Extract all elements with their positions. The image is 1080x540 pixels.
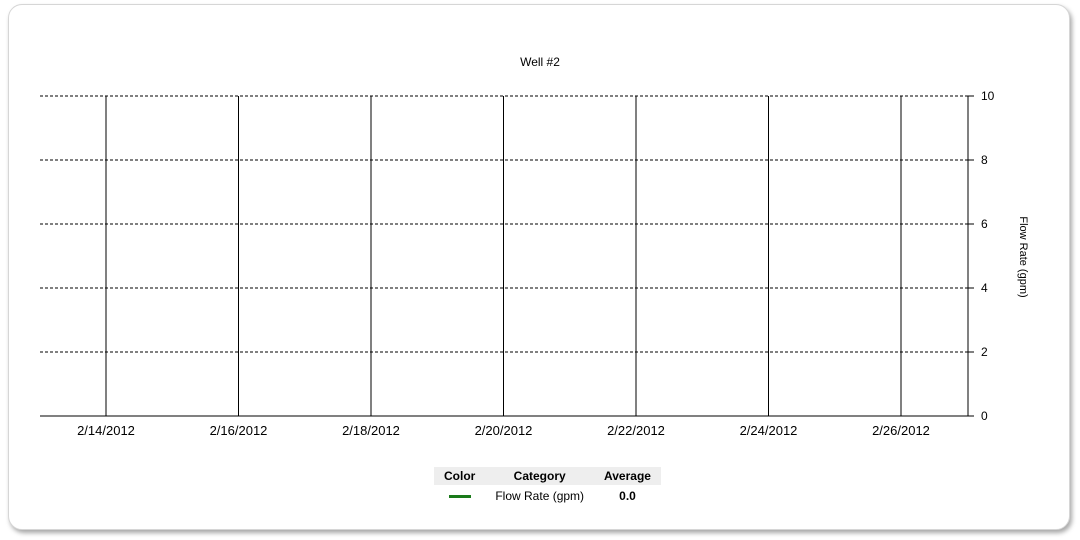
x-tick-label: 2/24/2012 xyxy=(740,423,798,438)
y-tick-label: 6 xyxy=(981,217,988,231)
legend-row: Flow Rate (gpm) 0.0 xyxy=(434,485,661,507)
y-tick-label: 10 xyxy=(981,89,995,103)
y-tick-label: 2 xyxy=(981,345,988,359)
legend-swatch xyxy=(448,495,471,499)
legend-swatch-cell xyxy=(434,485,485,507)
x-tick-label: 2/20/2012 xyxy=(475,423,533,438)
y-tick-label: 4 xyxy=(981,281,988,295)
y-tick-label: 8 xyxy=(981,153,988,167)
y-axis-label: Flow Rate (gpm) xyxy=(1017,216,1029,297)
chart-panel xyxy=(8,4,1070,530)
x-tick-label: 2/22/2012 xyxy=(607,423,665,438)
chart-title: Well #2 xyxy=(520,55,560,69)
x-tick-label: 2/16/2012 xyxy=(210,423,268,438)
x-tick-label: 2/14/2012 xyxy=(77,423,135,438)
legend-header-category: Category xyxy=(485,467,595,485)
legend-category: Flow Rate (gpm) xyxy=(495,489,585,503)
legend-header-color: Color xyxy=(434,467,486,485)
x-tick-label: 2/26/2012 xyxy=(872,423,930,438)
y-tick-label: 0 xyxy=(981,409,988,423)
x-tick-label: 2/18/2012 xyxy=(342,423,400,438)
legend-average: 0.0 xyxy=(619,489,636,503)
legend-table: Color Category Average Flow Rate (gpm) 0… xyxy=(434,467,661,507)
legend-header-average: Average xyxy=(594,467,661,485)
